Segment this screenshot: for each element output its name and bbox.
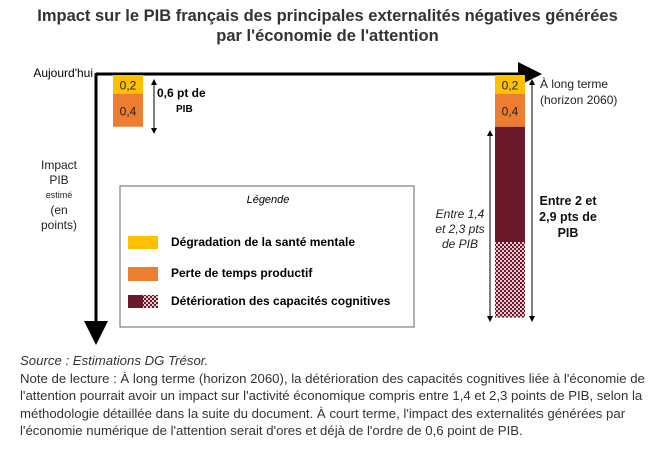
legend-swatch-mental-health [128, 236, 158, 249]
today-total-label-1: 0,6 pt de [157, 86, 206, 100]
bar-value-label: 0,4 [502, 104, 519, 118]
notes: Source : Estimations DG Trésor. Note de … [20, 352, 645, 440]
bar-value-label: 0,2 [120, 78, 137, 92]
bar-segment [495, 93, 525, 127]
bar-value-label: 0,2 [502, 78, 519, 92]
legend-title: Légende [247, 194, 290, 206]
bar-segment [113, 75, 143, 94]
chart: Aujourd'hui À long terme (horizon 2060) … [33, 62, 617, 345]
y-axis-label: Impact PIB estimé (en points) [41, 158, 78, 232]
ylabel-line: estimé [46, 190, 73, 200]
reading-note: Note de lecture : À long terme (horizon … [20, 370, 645, 439]
end-label-1: À long terme [540, 76, 608, 91]
title-line-2: par l'économie de l'attention [216, 27, 439, 45]
legend-item: Perte de temps productif [171, 266, 313, 280]
bar-value-label: 0,4 [120, 104, 137, 118]
chart-title: Impact sur le PIB français des principal… [0, 6, 655, 46]
source: Source : Estimations DG Trésor. [20, 353, 209, 368]
legend-item: Dégradation de la santé mentale [171, 235, 355, 249]
ylabel-line: (en [50, 203, 67, 217]
legend: Légende Dégradation de la santé mentale … [119, 185, 415, 328]
legend-swatch-cognitive-hatched [143, 295, 158, 308]
bar-segment [495, 75, 525, 94]
title-line-1: Impact sur le PIB français des principal… [37, 7, 618, 25]
bar-segment [113, 93, 143, 127]
longterm-total-label: Entre 2 et [540, 194, 598, 208]
ylabel-line: Impact [41, 158, 78, 172]
ylabel-line: points) [41, 218, 77, 232]
bar-segment-uncertainty [495, 241, 525, 318]
legend-item: Détérioration des capacités cognitives [171, 294, 391, 308]
today-total-label-2: PIB [176, 104, 193, 115]
ylabel-line: PIB [49, 173, 68, 187]
cognitive-range-label: et 2,3 pts [435, 222, 484, 236]
cognitive-range-label: de PIB [442, 237, 478, 251]
start-label: Aujourd'hui [33, 66, 93, 80]
cognitive-range-label: Entre 1,4 [436, 207, 485, 221]
end-label-2: (horizon 2060) [540, 93, 617, 107]
longterm-total-label: PIB [558, 226, 579, 240]
bar-segment [495, 126, 525, 242]
legend-swatch-cognitive [128, 295, 143, 308]
longterm-total-label: 2,9 pts de [539, 210, 597, 224]
legend-swatch-productive-time [128, 267, 158, 281]
